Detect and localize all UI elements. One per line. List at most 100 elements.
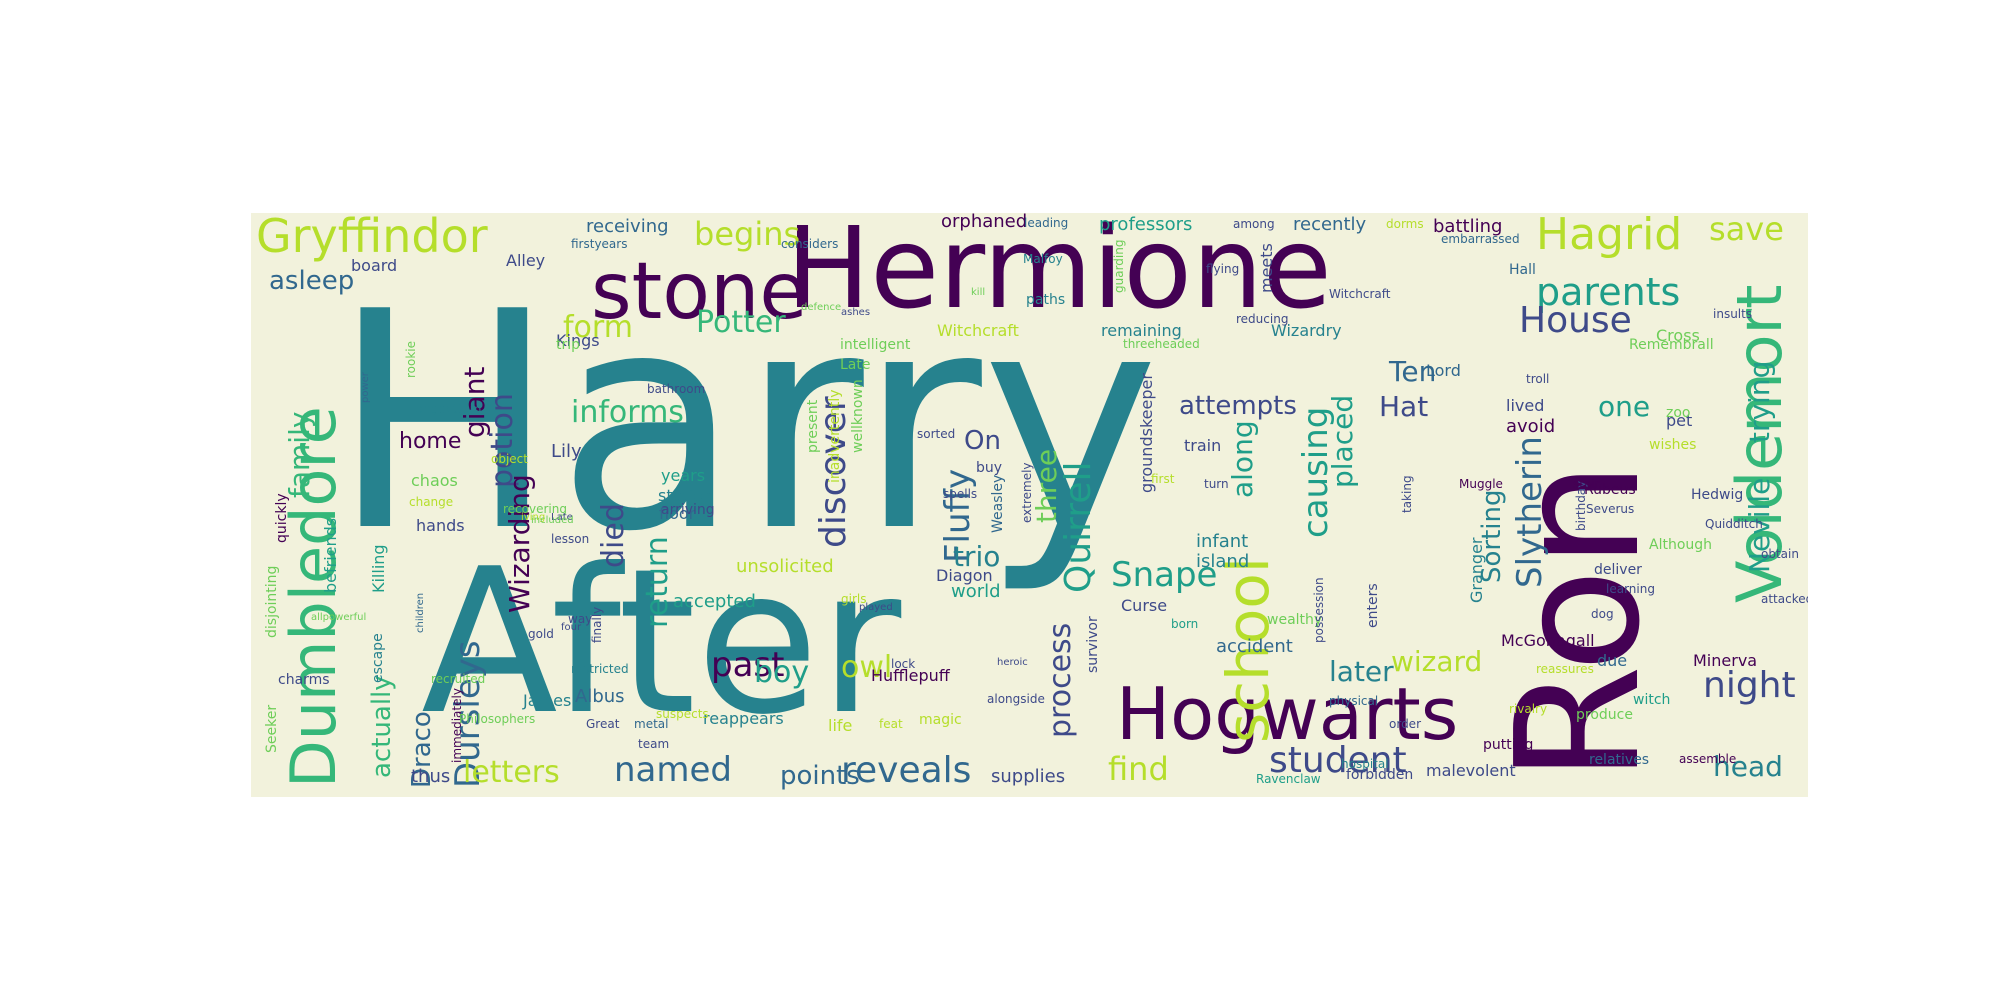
- word-order: order: [1389, 717, 1421, 731]
- word-actually: actually: [367, 675, 397, 778]
- word-intelligent: intelligent: [840, 337, 911, 353]
- word-turn: turn: [1204, 477, 1229, 491]
- word-ashes: ashes: [841, 307, 871, 318]
- word-quirrell: Quirrell: [1058, 461, 1099, 593]
- word-late: Late: [551, 512, 573, 523]
- word-philosophers: Philosophers: [459, 712, 536, 726]
- word-wizardry: Wizardry: [1271, 321, 1342, 340]
- word-survivor: survivor: [1085, 616, 1101, 673]
- word-harry: Harry: [331, 248, 1160, 597]
- word-late: Late: [840, 357, 871, 373]
- word-befriends: befriends: [321, 517, 340, 593]
- word-trip: trip: [556, 337, 581, 353]
- word-granger: Granger: [1467, 537, 1486, 604]
- word-allpowerful: allpowerful: [311, 612, 367, 623]
- word-cloud: Harry Ron After Hermione Hogwarts stone Dumble…: [251, 213, 1808, 797]
- word-magic: magic: [919, 712, 962, 728]
- word-kings: Kings: [556, 331, 600, 350]
- word-way: way: [568, 612, 593, 626]
- word-embarrassed: embarrassed: [1441, 232, 1520, 246]
- word-recently: recently: [1293, 214, 1367, 235]
- word-remaining: remaining: [1101, 321, 1182, 340]
- word-one: one: [1598, 390, 1651, 423]
- word-wealthy: wealthy: [1267, 612, 1323, 628]
- word-on: On: [964, 426, 1001, 456]
- word-head: head: [1713, 750, 1783, 783]
- word-witchcraft: Witchcraft: [937, 321, 1019, 340]
- word-albus: Albus: [575, 686, 625, 707]
- word-later: later: [1329, 655, 1394, 688]
- word-due: due: [1597, 651, 1628, 670]
- word-recruited: recruited: [431, 672, 486, 686]
- word-malfoy: Malfoy: [1023, 252, 1063, 266]
- word-letters: letters: [463, 755, 560, 790]
- word-girls: girls: [841, 592, 867, 606]
- word-sorted: sorted: [917, 427, 956, 441]
- word-relatives: relatives: [1589, 752, 1650, 768]
- word-curse: Curse: [1121, 596, 1168, 615]
- word-board: board: [351, 256, 398, 275]
- word-seeker: Seeker: [264, 704, 280, 753]
- word-deliver: deliver: [1594, 562, 1642, 578]
- word-played: played: [859, 602, 893, 613]
- word-wishes: wishes: [1649, 437, 1697, 453]
- word-quidditch: Quidditch: [1705, 517, 1763, 531]
- word-placed: placed: [1326, 394, 1359, 488]
- word-restricted: restricted: [571, 662, 629, 676]
- word-reducing: reducing: [1236, 312, 1289, 326]
- word-process: process: [1043, 622, 1078, 738]
- word-suspects: suspects: [656, 707, 709, 721]
- word-present: present: [805, 399, 821, 453]
- word-threeheaded: threeheaded: [1123, 337, 1200, 351]
- word-stair: stair: [1573, 477, 1600, 491]
- word-ten: Ten: [1389, 355, 1437, 388]
- word-lesson: lesson: [551, 532, 590, 546]
- word-alongside: alongside: [987, 692, 1045, 706]
- word-orphaned: orphaned: [941, 213, 1028, 232]
- word-rivalry: rivalry: [1509, 702, 1548, 716]
- word-finally: finally: [590, 606, 604, 643]
- word-insults: insults: [1713, 307, 1753, 321]
- word-reassures: reassures: [1536, 662, 1594, 676]
- word-assemble: assemble: [1679, 752, 1737, 766]
- word-boy: boy: [754, 655, 810, 690]
- word-among: among: [1233, 217, 1275, 231]
- word-night: night: [1703, 665, 1796, 706]
- word-buy: buy: [976, 460, 1003, 476]
- word-floor: floor: [659, 504, 696, 523]
- word-wellknown: wellknown: [850, 379, 866, 453]
- word-hall: Hall: [1509, 262, 1536, 278]
- word-malevolent: malevolent: [1426, 761, 1516, 780]
- word-killing: Killing: [369, 544, 388, 593]
- word-lock: lock: [891, 657, 916, 671]
- word-feat: feat: [879, 717, 903, 731]
- word-along: along: [1226, 420, 1259, 498]
- word-find: find: [1108, 750, 1169, 788]
- word-begins: begins: [694, 215, 801, 253]
- word-accepted: accepted: [673, 591, 756, 612]
- word-kill: kill: [971, 287, 986, 298]
- word-home: home: [399, 429, 462, 454]
- word-station: station: [658, 486, 714, 505]
- word-hat: Hat: [1379, 390, 1429, 423]
- word-firstyears: firstyears: [571, 237, 628, 251]
- word-zoo: zoo: [1666, 405, 1691, 421]
- word-produce: produce: [1576, 707, 1633, 723]
- word-wizarding: Wizarding: [503, 474, 536, 613]
- word-past: past: [711, 645, 785, 685]
- word-after: After: [421, 526, 902, 759]
- word-remembrall: Remembrall: [1629, 337, 1714, 353]
- word-escape: escape: [370, 633, 386, 683]
- word-hermione: Hermione: [786, 213, 1332, 334]
- word-charms: charms: [278, 672, 330, 688]
- word-save: save: [1709, 213, 1784, 248]
- word-spells: spells: [943, 487, 978, 501]
- word-hogwarts: Hogwarts: [1116, 672, 1459, 756]
- word-taking: taking: [1400, 475, 1414, 513]
- word-recovering: recovering: [503, 502, 567, 516]
- word-supplies: supplies: [991, 766, 1066, 787]
- word-avoid: avoid: [1506, 416, 1556, 437]
- word-snape: Snape: [1111, 555, 1218, 595]
- word-chaos: chaos: [411, 471, 458, 490]
- word-thus: thus: [411, 766, 451, 787]
